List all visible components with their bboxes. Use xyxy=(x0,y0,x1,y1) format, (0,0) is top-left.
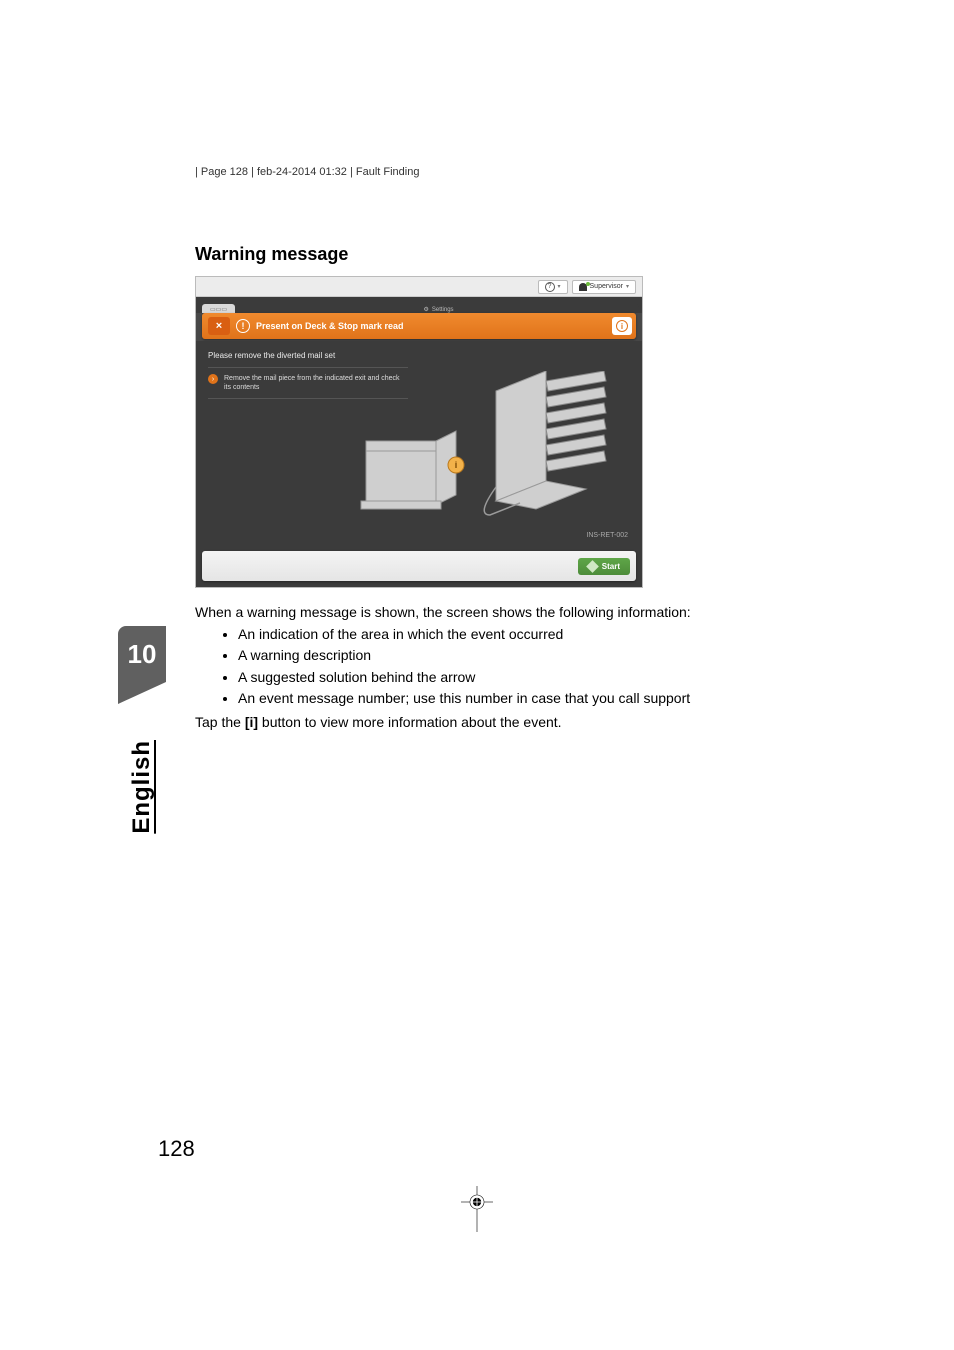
gear-icon: ⚙ xyxy=(423,306,428,313)
supervisor-label: Supervisor xyxy=(590,283,623,290)
tab-left[interactable]: ▭▭▭ xyxy=(202,304,235,313)
section-heading: Warning message xyxy=(195,244,348,265)
warning-bar: × ! Present on Deck & Stop mark read i xyxy=(202,313,636,339)
registration-mark-icon xyxy=(461,1186,493,1232)
help-icon: ? xyxy=(545,282,555,292)
instruction-title: Please remove the diverted mail set xyxy=(208,351,335,360)
screenshot-footer: Start xyxy=(202,551,636,581)
tab-row: ▭▭▭ ⚙ Settings xyxy=(196,297,642,313)
bullet-list: An indication of the area in which the e… xyxy=(222,624,755,709)
tab-settings[interactable]: ⚙ Settings xyxy=(238,304,639,313)
info-button[interactable]: i xyxy=(612,317,632,335)
chevron-down-icon: ▾ xyxy=(558,283,561,290)
tap-bold: [i] xyxy=(245,714,258,730)
tap-suffix: button to view more information about th… xyxy=(258,714,562,730)
start-button[interactable]: Start xyxy=(578,558,630,575)
warning-icon: ! xyxy=(236,319,250,333)
machine-illustration: i xyxy=(346,371,632,521)
tab-settings-label: Settings xyxy=(432,307,454,313)
chevron-down-icon: ▾ xyxy=(626,283,629,290)
screenshot-body: Please remove the diverted mail set › Re… xyxy=(196,341,642,587)
chapter-tab-tail xyxy=(118,682,166,704)
start-icon xyxy=(586,560,599,573)
warning-title: Present on Deck & Stop mark read xyxy=(256,321,404,331)
tap-paragraph: Tap the [i] button to view more informat… xyxy=(195,712,755,732)
svg-text:i: i xyxy=(455,460,458,470)
bullet-item: A warning description xyxy=(238,645,755,665)
bullet-item: An indication of the area in which the e… xyxy=(238,624,755,644)
bullet-item: A suggested solution behind the arrow xyxy=(238,667,755,687)
page-header: | Page 128 | feb-24-2014 01:32 | Fault F… xyxy=(195,166,419,178)
bullet-item: An event message number; use this number… xyxy=(238,688,755,708)
chapter-tab: 10 xyxy=(118,626,166,704)
warning-screenshot: ? ▾ Supervisor ▾ ▭▭▭ ⚙ Settings × ! Pres… xyxy=(195,276,643,588)
screenshot-topbar: ? ▾ Supervisor ▾ xyxy=(196,277,642,297)
chapter-number: 10 xyxy=(118,626,166,682)
arrow-icon: › xyxy=(208,374,218,384)
help-dropdown[interactable]: ? ▾ xyxy=(538,280,568,294)
start-label: Start xyxy=(602,562,620,571)
supervisor-icon xyxy=(579,283,587,291)
supervisor-dropdown[interactable]: Supervisor ▾ xyxy=(572,280,636,294)
page-number: 128 xyxy=(158,1136,195,1162)
intro-paragraph: When a warning message is shown, the scr… xyxy=(195,602,755,622)
info-icon: i xyxy=(616,320,628,332)
tap-prefix: Tap the xyxy=(195,714,245,730)
close-button[interactable]: × xyxy=(208,317,230,335)
language-label: English xyxy=(128,740,156,834)
event-code: INS-RET-002 xyxy=(586,532,628,539)
